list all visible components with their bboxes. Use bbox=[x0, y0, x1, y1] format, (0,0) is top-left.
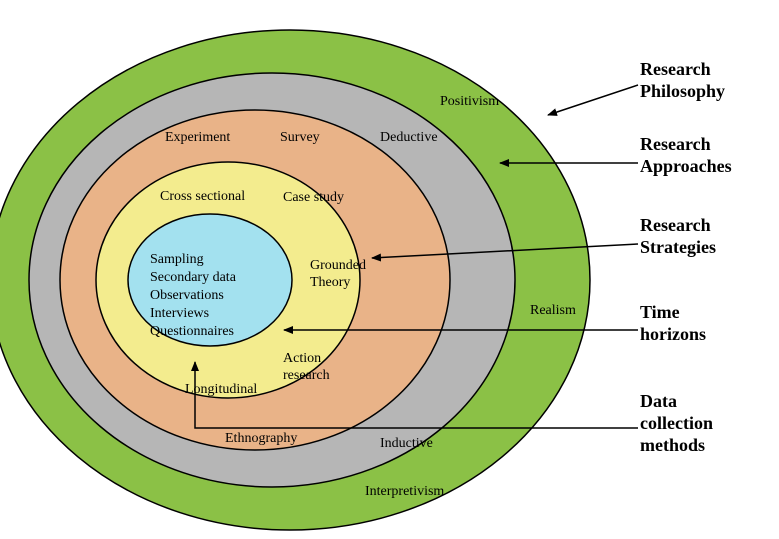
legend-label-philosophy-line-1: Philosophy bbox=[640, 81, 725, 101]
layer-label-approaches-1: Inductive bbox=[380, 436, 433, 451]
layer-label-strategies-2: Case study bbox=[283, 190, 344, 205]
legend-label-strategies-line-0: Research bbox=[640, 215, 711, 235]
legend-label-philosophy-line-0: Research bbox=[640, 59, 711, 79]
legend-label-approaches: ResearchApproaches bbox=[640, 134, 732, 176]
layer-label-strategies-7: Ethnography bbox=[225, 431, 297, 446]
layer-label-strategies-6: research bbox=[283, 368, 330, 383]
legend-label-approaches-line-1: Approaches bbox=[640, 156, 732, 176]
layer-label-time_horizons-1: Longitudinal bbox=[185, 382, 257, 397]
layer-label-strategies-0: Experiment bbox=[165, 130, 230, 145]
legend-label-strategies-line-1: Strategies bbox=[640, 237, 716, 257]
layer-label-strategies-4: Theory bbox=[310, 275, 350, 290]
layer-label-philosophy-0: Positivism bbox=[440, 94, 499, 109]
layer-label-data_collection-2: Observations bbox=[150, 288, 224, 303]
layer-label-philosophy-2: Interpretivism bbox=[365, 484, 444, 499]
legend-label-time: Timehorizons bbox=[640, 302, 706, 344]
layer-label-strategies-5: Action bbox=[283, 351, 321, 366]
layer-label-data_collection-1: Secondary data bbox=[150, 270, 237, 285]
layer-label-strategies-3: Grounded bbox=[310, 258, 366, 273]
legend-labels: ResearchPhilosophyResearchApproachesRese… bbox=[640, 59, 732, 455]
legend-label-data-line-0: Data bbox=[640, 391, 677, 411]
layer-label-data_collection-0: Sampling bbox=[150, 252, 204, 267]
layer-label-data_collection-4: Questionnaires bbox=[150, 324, 234, 339]
layer-label-philosophy-1: Realism bbox=[530, 303, 576, 318]
legend-label-data-line-2: methods bbox=[640, 435, 705, 455]
research-onion-diagram: Positivism Realism Interpretivism Deductive… bbox=[0, 0, 779, 539]
layer-label-approaches-0: Deductive bbox=[380, 130, 438, 145]
legend-label-data: Datacollectionmethods bbox=[640, 391, 713, 455]
layer-label-data_collection-3: Interviews bbox=[150, 306, 209, 321]
legend-label-time-line-1: horizons bbox=[640, 324, 706, 344]
legend-label-approaches-line-0: Research bbox=[640, 134, 711, 154]
layer-label-strategies-1: Survey bbox=[280, 130, 320, 145]
legend-label-time-line-0: Time bbox=[640, 302, 680, 322]
legend-arrow-philosophy bbox=[548, 85, 638, 115]
legend-label-data-line-1: collection bbox=[640, 413, 713, 433]
legend-label-philosophy: ResearchPhilosophy bbox=[640, 59, 725, 101]
legend-label-strategies: ResearchStrategies bbox=[640, 215, 716, 257]
layer-label-time_horizons-0: Cross sectional bbox=[160, 189, 245, 204]
onion-layers bbox=[0, 30, 590, 530]
